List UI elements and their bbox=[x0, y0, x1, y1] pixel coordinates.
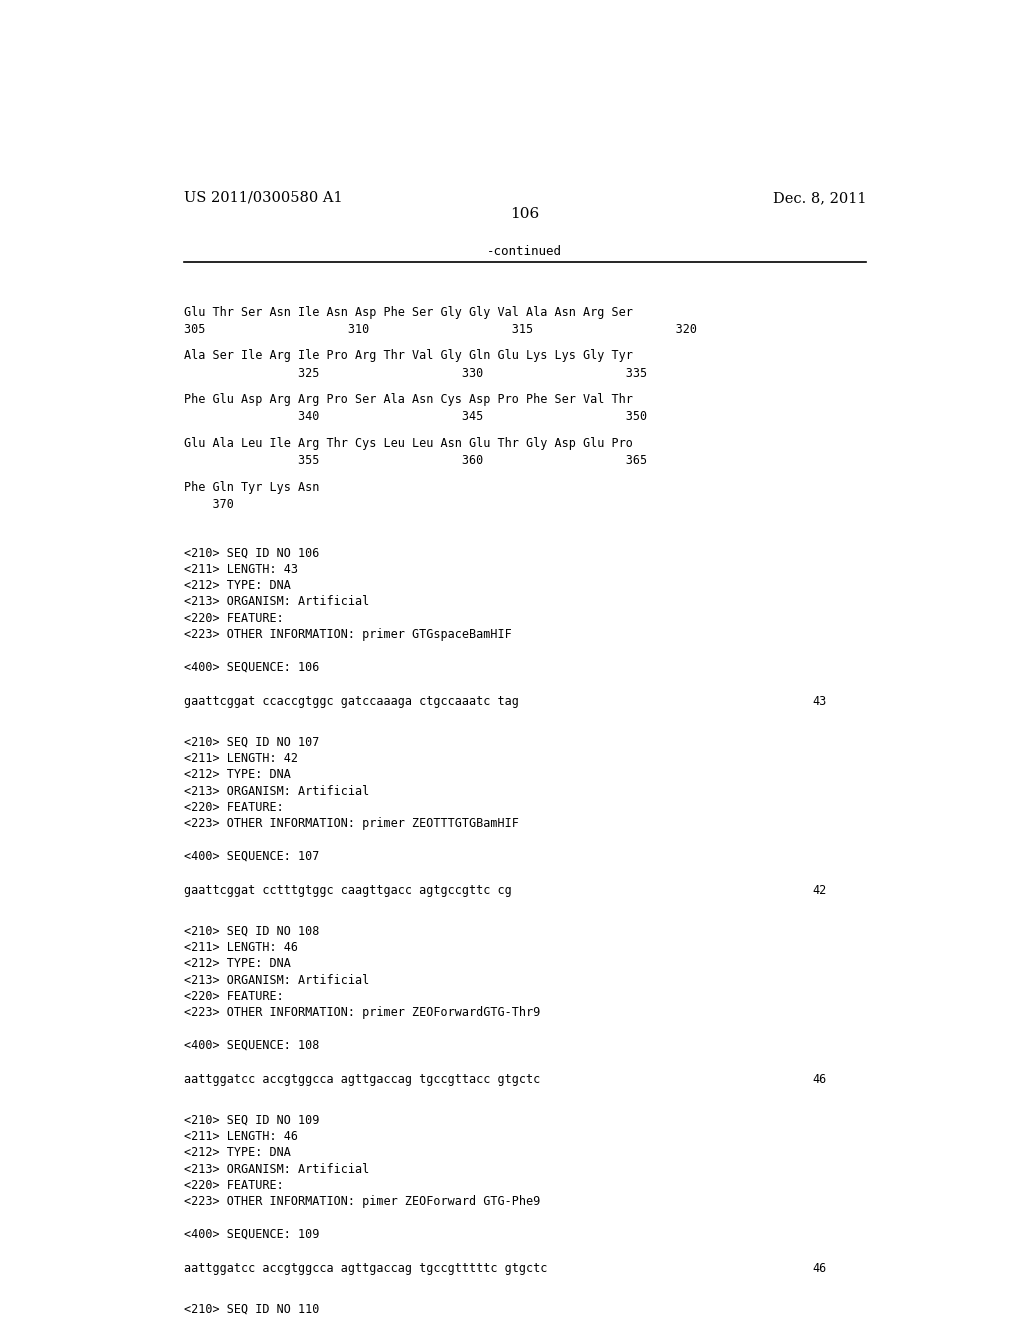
Text: 355                    360                    365: 355 360 365 bbox=[183, 454, 647, 467]
Text: <220> FEATURE:: <220> FEATURE: bbox=[183, 801, 284, 813]
Text: Ala Ser Ile Arg Ile Pro Arg Thr Val Gly Gln Glu Lys Lys Gly Tyr: Ala Ser Ile Arg Ile Pro Arg Thr Val Gly … bbox=[183, 350, 633, 363]
Text: <400> SEQUENCE: 108: <400> SEQUENCE: 108 bbox=[183, 1039, 318, 1052]
Text: Phe Glu Asp Arg Arg Pro Ser Ala Asn Cys Asp Pro Phe Ser Val Thr: Phe Glu Asp Arg Arg Pro Ser Ala Asn Cys … bbox=[183, 393, 633, 407]
Text: <220> FEATURE:: <220> FEATURE: bbox=[183, 990, 284, 1003]
Text: <220> FEATURE:: <220> FEATURE: bbox=[183, 1179, 284, 1192]
Text: <223> OTHER INFORMATION: primer GTGspaceBamHIF: <223> OTHER INFORMATION: primer GTGspace… bbox=[183, 628, 511, 642]
Text: <210> SEQ ID NO 110: <210> SEQ ID NO 110 bbox=[183, 1303, 318, 1316]
Text: 106: 106 bbox=[510, 207, 540, 222]
Text: <220> FEATURE:: <220> FEATURE: bbox=[183, 611, 284, 624]
Text: <400> SEQUENCE: 106: <400> SEQUENCE: 106 bbox=[183, 660, 318, 673]
Text: <212> TYPE: DNA: <212> TYPE: DNA bbox=[183, 1146, 291, 1159]
Text: <210> SEQ ID NO 107: <210> SEQ ID NO 107 bbox=[183, 735, 318, 748]
Text: <210> SEQ ID NO 108: <210> SEQ ID NO 108 bbox=[183, 925, 318, 937]
Text: <210> SEQ ID NO 106: <210> SEQ ID NO 106 bbox=[183, 546, 318, 560]
Text: <210> SEQ ID NO 109: <210> SEQ ID NO 109 bbox=[183, 1114, 318, 1127]
Text: 46: 46 bbox=[812, 1262, 826, 1275]
Text: <213> ORGANISM: Artificial: <213> ORGANISM: Artificial bbox=[183, 784, 369, 797]
Text: aattggatcc accgtggcca agttgaccag tgccgtttttc gtgctc: aattggatcc accgtggcca agttgaccag tgccgtt… bbox=[183, 1262, 547, 1275]
Text: 340                    345                    350: 340 345 350 bbox=[183, 411, 647, 424]
Text: gaattcggat ccaccgtggc gatccaaaga ctgccaaatc tag: gaattcggat ccaccgtggc gatccaaaga ctgccaa… bbox=[183, 696, 518, 708]
Text: 46: 46 bbox=[812, 1073, 826, 1086]
Text: Glu Thr Ser Asn Ile Asn Asp Phe Ser Gly Gly Val Ala Asn Arg Ser: Glu Thr Ser Asn Ile Asn Asp Phe Ser Gly … bbox=[183, 306, 633, 318]
Text: <223> OTHER INFORMATION: primer ZEOTTTGTGBamHIF: <223> OTHER INFORMATION: primer ZEOTTTGT… bbox=[183, 817, 518, 830]
Text: <211> LENGTH: 42: <211> LENGTH: 42 bbox=[183, 752, 298, 766]
Text: 42: 42 bbox=[812, 884, 826, 898]
Text: 325                    330                    335: 325 330 335 bbox=[183, 367, 647, 380]
Text: <212> TYPE: DNA: <212> TYPE: DNA bbox=[183, 579, 291, 593]
Text: <211> LENGTH: 46: <211> LENGTH: 46 bbox=[183, 941, 298, 954]
Text: Phe Gln Tyr Lys Asn: Phe Gln Tyr Lys Asn bbox=[183, 480, 318, 494]
Text: <223> OTHER INFORMATION: pimer ZEOForward GTG-Phe9: <223> OTHER INFORMATION: pimer ZEOForwar… bbox=[183, 1195, 540, 1208]
Text: <400> SEQUENCE: 107: <400> SEQUENCE: 107 bbox=[183, 850, 318, 862]
Text: <211> LENGTH: 46: <211> LENGTH: 46 bbox=[183, 1130, 298, 1143]
Text: <223> OTHER INFORMATION: primer ZEOForwardGTG-Thr9: <223> OTHER INFORMATION: primer ZEOForwa… bbox=[183, 1006, 540, 1019]
Text: 370: 370 bbox=[183, 498, 233, 511]
Text: Dec. 8, 2011: Dec. 8, 2011 bbox=[772, 191, 866, 205]
Text: <213> ORGANISM: Artificial: <213> ORGANISM: Artificial bbox=[183, 595, 369, 609]
Text: -continued: -continued bbox=[487, 244, 562, 257]
Text: <212> TYPE: DNA: <212> TYPE: DNA bbox=[183, 957, 291, 970]
Text: <213> ORGANISM: Artificial: <213> ORGANISM: Artificial bbox=[183, 1163, 369, 1176]
Text: <211> LENGTH: 43: <211> LENGTH: 43 bbox=[183, 562, 298, 576]
Text: 43: 43 bbox=[812, 696, 826, 708]
Text: <400> SEQUENCE: 109: <400> SEQUENCE: 109 bbox=[183, 1228, 318, 1241]
Text: aattggatcc accgtggcca agttgaccag tgccgttacc gtgctc: aattggatcc accgtggcca agttgaccag tgccgtt… bbox=[183, 1073, 540, 1086]
Text: Glu Ala Leu Ile Arg Thr Cys Leu Leu Asn Glu Thr Gly Asp Glu Pro: Glu Ala Leu Ile Arg Thr Cys Leu Leu Asn … bbox=[183, 437, 633, 450]
Text: gaattcggat cctttgtggc caagttgacc agtgccgttc cg: gaattcggat cctttgtggc caagttgacc agtgccg… bbox=[183, 884, 511, 898]
Text: <212> TYPE: DNA: <212> TYPE: DNA bbox=[183, 768, 291, 781]
Text: <213> ORGANISM: Artificial: <213> ORGANISM: Artificial bbox=[183, 974, 369, 986]
Text: US 2011/0300580 A1: US 2011/0300580 A1 bbox=[183, 191, 342, 205]
Text: 305                    310                    315                    320: 305 310 315 320 bbox=[183, 323, 696, 337]
